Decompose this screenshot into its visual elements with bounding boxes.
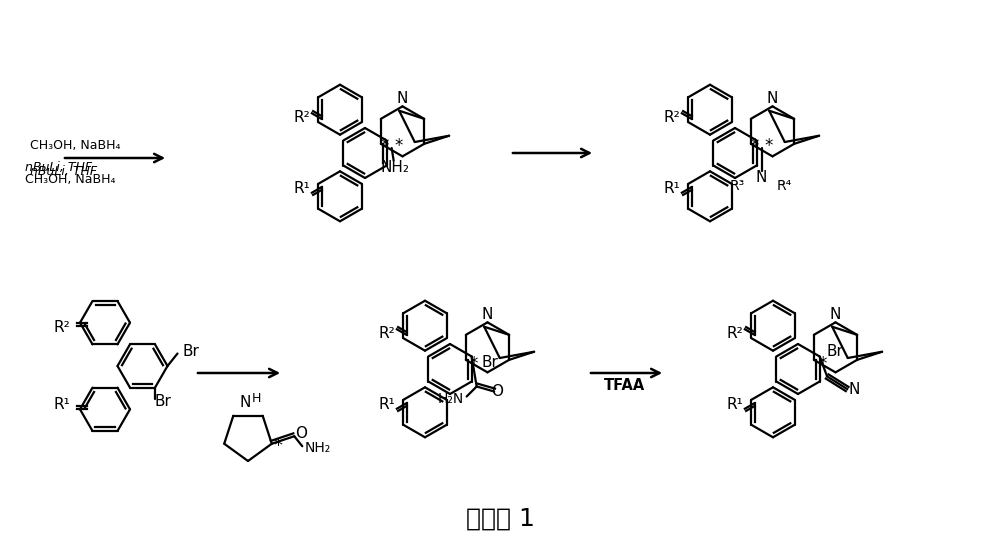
Text: *: * [750, 136, 759, 155]
Text: N: N [239, 395, 251, 410]
Text: R¹: R¹ [293, 181, 310, 196]
Text: Br: Br [182, 344, 199, 359]
Text: 方程式 1: 方程式 1 [466, 507, 534, 531]
Text: *: * [764, 136, 773, 155]
Text: O: O [295, 426, 307, 441]
Text: N: N [848, 381, 860, 397]
Text: O: O [491, 384, 503, 399]
Text: R⁴: R⁴ [777, 179, 792, 193]
Text: CH₃OH, NaBH₄: CH₃OH, NaBH₄ [30, 138, 120, 151]
Text: *: * [469, 355, 478, 373]
Text: *: * [273, 437, 282, 455]
Text: R²: R² [378, 326, 395, 341]
Text: *: * [394, 136, 403, 155]
Text: nBuLi, THF: nBuLi, THF [30, 164, 97, 177]
Text: R²: R² [53, 320, 70, 335]
Text: N: N [830, 307, 841, 322]
Text: *: * [380, 136, 389, 155]
Text: nBuLi, THF: nBuLi, THF [25, 161, 92, 174]
Text: R³: R³ [729, 179, 745, 193]
Text: Br: Br [154, 393, 171, 408]
Text: N: N [397, 91, 408, 106]
Text: R¹: R¹ [53, 397, 70, 412]
Text: R²: R² [663, 110, 680, 124]
Text: R¹: R¹ [663, 181, 680, 196]
Text: CH₃OH, NaBH₄: CH₃OH, NaBH₄ [25, 173, 116, 186]
Text: Br: Br [826, 344, 843, 359]
Text: H: H [251, 392, 261, 405]
Text: R²: R² [726, 326, 743, 341]
Text: R¹: R¹ [378, 397, 395, 412]
Text: N: N [482, 307, 493, 322]
Text: TFAA: TFAA [604, 379, 646, 393]
Text: NH₂: NH₂ [380, 161, 409, 175]
Text: Br: Br [481, 355, 498, 370]
Text: H₂N: H₂N [438, 392, 464, 406]
Text: R¹: R¹ [726, 397, 743, 412]
Text: N: N [756, 170, 767, 186]
Text: NH₂: NH₂ [304, 441, 331, 455]
Text: R²: R² [293, 110, 310, 124]
Text: N: N [767, 91, 778, 106]
Text: *: * [818, 355, 827, 373]
